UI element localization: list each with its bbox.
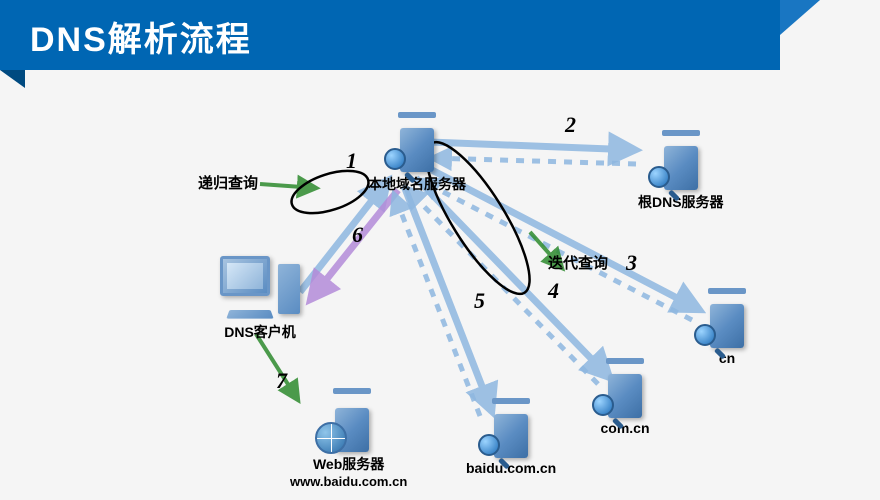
node-local-dns-server: 本地域名服务器: [368, 112, 466, 194]
step-number-5: 5: [474, 288, 485, 314]
step-number-7: 7: [276, 368, 287, 394]
node-label: Web服务器: [290, 454, 407, 474]
node-label: DNS客户机: [220, 322, 300, 342]
step-number-2: 2: [565, 112, 576, 138]
header-banner: DNS解析流程: [0, 0, 880, 88]
node-label: cn: [700, 350, 754, 366]
node-sublabel: www.baidu.com.cn: [290, 474, 407, 489]
step-number-4: 4: [548, 278, 559, 304]
server-icon: [654, 130, 708, 190]
step-number-3: 3: [626, 250, 637, 276]
node-label: com.cn: [598, 420, 652, 436]
node-label: 本地域名服务器: [368, 174, 466, 194]
annotation-iterative-query: 迭代查询: [548, 252, 608, 273]
server-icon: [390, 112, 444, 172]
step-number-1: 1: [346, 148, 357, 174]
annotation-recursive-query: 递归查询: [198, 172, 258, 193]
header-flap: [780, 0, 820, 70]
step-number-6: 6: [352, 222, 363, 248]
node-dns-client: DNS客户机: [220, 256, 300, 342]
node-comcn-server: com.cn: [598, 358, 652, 436]
node-baiducn-server: baidu.com.cn: [466, 398, 556, 476]
server-icon: [484, 398, 538, 458]
web-server-icon: [319, 388, 379, 452]
server-icon: [598, 358, 652, 418]
node-label: baidu.com.cn: [466, 460, 556, 476]
node-label: 根DNS服务器: [638, 192, 724, 212]
header-fold: [0, 70, 25, 88]
pc-icon: [220, 256, 300, 320]
node-cn-server: cn: [700, 288, 754, 366]
node-root-dns-server: 根DNS服务器: [638, 130, 724, 212]
page-title: DNS解析流程: [30, 12, 252, 61]
node-web-server: Web服务器 www.baidu.com.cn: [290, 388, 407, 489]
server-icon: [700, 288, 754, 348]
